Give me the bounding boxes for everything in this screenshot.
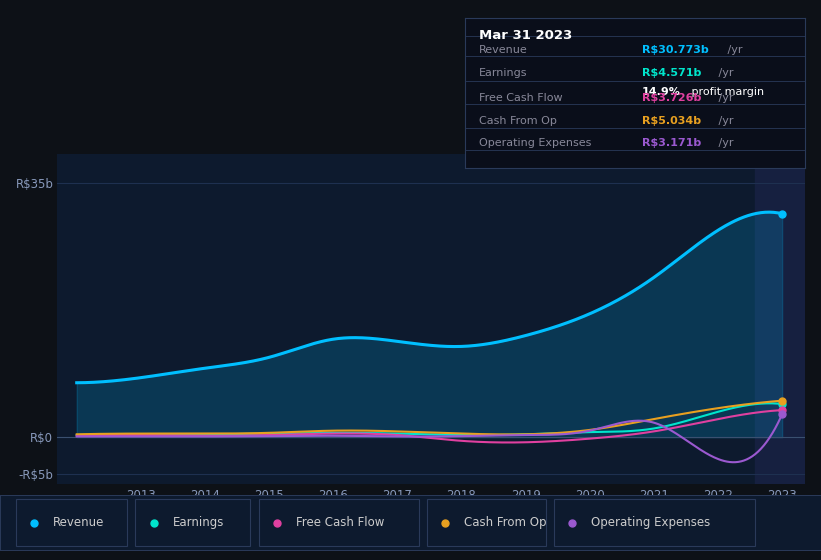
Text: Earnings: Earnings xyxy=(172,516,224,529)
Point xyxy=(776,405,789,414)
Point xyxy=(776,399,789,408)
Text: /yr: /yr xyxy=(724,45,743,55)
Text: R$30.773b: R$30.773b xyxy=(642,45,709,55)
Text: R$5.034b: R$5.034b xyxy=(642,115,701,125)
Point xyxy=(776,396,789,405)
Text: Operating Expenses: Operating Expenses xyxy=(479,138,591,148)
Point xyxy=(776,209,789,218)
Text: /yr: /yr xyxy=(715,93,734,103)
Text: profit margin: profit margin xyxy=(688,87,764,97)
Text: Mar 31 2023: Mar 31 2023 xyxy=(479,29,572,41)
Text: Earnings: Earnings xyxy=(479,68,527,77)
Bar xyxy=(755,154,814,484)
Text: Operating Expenses: Operating Expenses xyxy=(591,516,710,529)
Text: Revenue: Revenue xyxy=(53,516,105,529)
Point xyxy=(776,410,789,419)
Text: Revenue: Revenue xyxy=(479,45,527,55)
Text: R$4.571b: R$4.571b xyxy=(642,68,701,77)
Text: 14.9%: 14.9% xyxy=(642,87,681,97)
Text: /yr: /yr xyxy=(715,115,734,125)
Text: Free Cash Flow: Free Cash Flow xyxy=(479,93,562,103)
Text: Free Cash Flow: Free Cash Flow xyxy=(296,516,384,529)
Text: Cash From Op: Cash From Op xyxy=(479,115,557,125)
Text: R$3.726b: R$3.726b xyxy=(642,93,701,103)
Text: /yr: /yr xyxy=(715,138,734,148)
Text: Cash From Op: Cash From Op xyxy=(464,516,546,529)
Text: /yr: /yr xyxy=(715,68,734,77)
Text: R$3.171b: R$3.171b xyxy=(642,138,701,148)
